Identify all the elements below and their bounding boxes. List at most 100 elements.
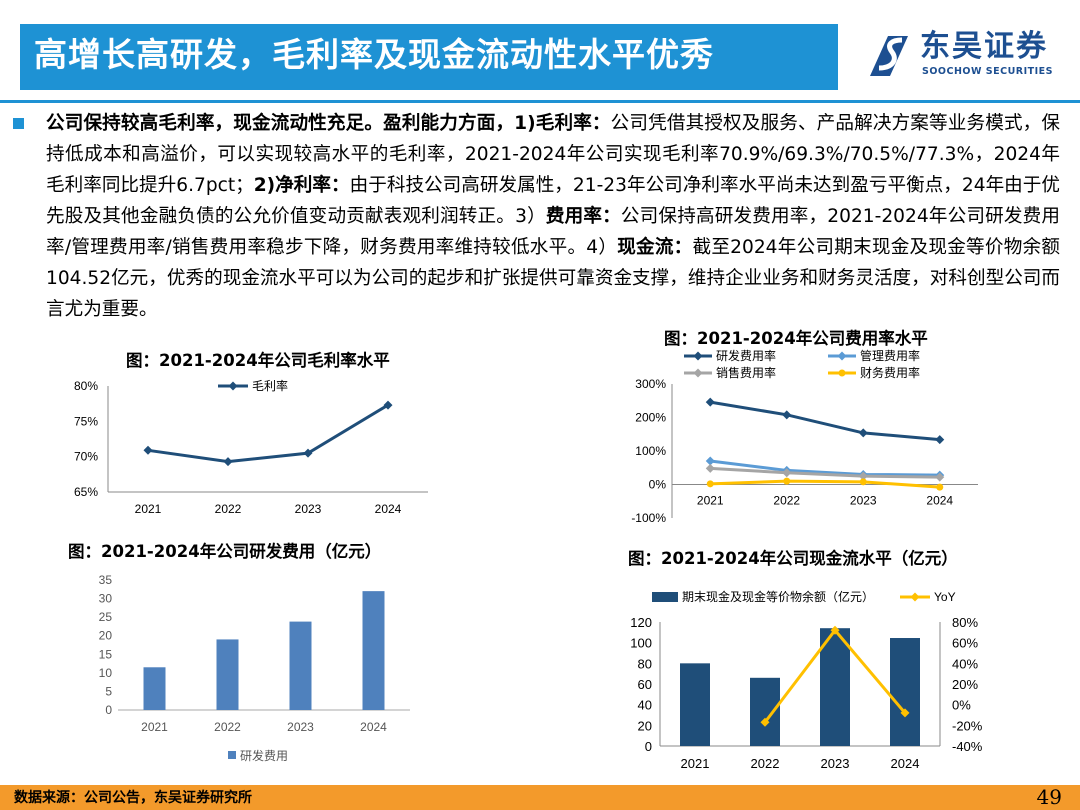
rnd-expense-chart: 0 5 10 15 20 25 30 35 2021 2022 2023 2024 研发费用	[99, 573, 410, 763]
header-rule	[0, 100, 1080, 103]
data-point	[706, 480, 714, 488]
x-tick-label: 2021	[697, 494, 724, 508]
bar	[216, 639, 239, 710]
legend-label: 期末现金及现金等价物余额（亿元）	[682, 589, 874, 604]
y-tick-label: -100%	[631, 511, 666, 525]
x-tick-label: 2023	[295, 502, 322, 516]
legend-swatch	[652, 592, 678, 602]
y2-tick-label: -40%	[952, 739, 983, 754]
page-title: 高增长高研发，毛利率及现金流动性水平优秀	[34, 35, 714, 74]
y-tick-label: 20	[99, 629, 113, 643]
legend-marker	[838, 369, 846, 377]
x-tick-label: 2024	[360, 720, 387, 734]
data-point	[705, 463, 715, 473]
y-tick-label: 10	[99, 666, 113, 680]
para-s7: 现金流：	[617, 237, 693, 258]
data-point	[783, 477, 791, 485]
data-point-yoy	[900, 708, 910, 718]
bar	[289, 621, 312, 710]
company-logo: 东吴证券 SOOCHOW SECURITIES	[862, 28, 1062, 84]
y-tick-label: 20	[638, 718, 652, 733]
y-tick-label: 30	[99, 592, 113, 606]
y-tick-label: 15	[99, 647, 113, 661]
legend-label: 销售费用率	[716, 365, 776, 380]
data-point	[705, 456, 715, 466]
para-s6: 公司保持高研发费用率，2021-2024年公司研发费用率/管理费用率/销售费用率…	[46, 206, 1060, 258]
data-point	[705, 397, 715, 407]
y-tick-label: 100%	[635, 444, 666, 458]
legend-label: 财务费用率	[860, 365, 920, 380]
bar	[143, 667, 166, 710]
x-tick-label: 2024	[926, 494, 953, 508]
legend-marker	[693, 351, 703, 361]
y-tick-label: 65%	[74, 485, 98, 499]
data-point	[782, 410, 792, 420]
expense-ratio-chart: -100% 0% 100% 200% 300% 2021 2022 2023 2024 研发费用率…	[631, 348, 978, 525]
bar	[820, 628, 850, 746]
x-tick-label: 2024	[891, 756, 920, 771]
y-tick-label: 300%	[635, 377, 666, 391]
data-point	[858, 428, 868, 438]
data-point-gross-margin	[143, 445, 153, 455]
bar	[362, 591, 385, 710]
legend-marker	[228, 381, 238, 391]
legend-label: 管理费用率	[860, 348, 920, 363]
bar	[750, 677, 780, 746]
legend-label: YoY	[934, 590, 956, 604]
logo-text-en: SOOCHOW SECURITIES	[922, 66, 1053, 77]
x-tick-label: 2023	[821, 756, 850, 771]
series-line	[710, 466, 940, 479]
y2-tick-label: -20%	[952, 718, 983, 733]
y2-tick-label: 40%	[952, 656, 978, 671]
legend-label: 研发费用	[240, 748, 288, 763]
title-bar: 高增长高研发，毛利率及现金流动性水平优秀	[20, 24, 838, 90]
data-point	[935, 435, 945, 445]
x-tick-label: 2023	[287, 720, 314, 734]
y2-tick-label: 80%	[952, 615, 978, 630]
legend-marker	[693, 368, 703, 378]
data-point-yoy	[760, 717, 770, 727]
bullet-square-icon	[13, 118, 24, 129]
bar	[890, 638, 920, 746]
y-tick-label: 80	[638, 656, 652, 671]
body-paragraph: 公司保持较高毛利率，现金流动性充足。盈利能力方面，1)毛利率：公司凭借其授权及服…	[46, 108, 1060, 325]
series-line	[710, 400, 940, 442]
x-tick-label: 2022	[215, 502, 242, 516]
para-s3: 2)净利率：	[253, 175, 350, 196]
bar	[680, 663, 710, 746]
legend-label: 研发费用率	[716, 348, 776, 363]
y2-tick-label: 60%	[952, 636, 978, 651]
series-line	[710, 459, 940, 477]
y-tick-label: 35	[99, 573, 113, 587]
legend-marker	[837, 351, 847, 361]
data-point-yoy	[830, 625, 840, 635]
series-line	[710, 479, 940, 489]
data-point-gross-margin	[303, 448, 313, 458]
chart1-title: 图：2021-2024年公司毛利率水平	[126, 351, 390, 370]
para-s8: 截至2024年公司期末现金及现金等价物余额104.52亿元，优秀的现金流水平可以…	[46, 237, 1060, 320]
chart2-title: 图：2021-2024年公司费用率水平	[664, 329, 928, 348]
logo-text-cn: 东吴证券	[920, 29, 1048, 64]
y-tick-label: 0%	[649, 478, 667, 492]
x-tick-label: 2022	[773, 494, 800, 508]
y2-tick-label: 0%	[952, 698, 971, 713]
data-point	[858, 471, 868, 481]
para-s5: 费用率：	[545, 206, 621, 227]
data-point	[782, 468, 792, 478]
logo-icon	[870, 36, 908, 76]
x-tick-label: 2021	[141, 720, 168, 734]
data-point	[936, 483, 944, 491]
y-tick-label: 120	[630, 615, 652, 630]
data-point	[859, 478, 867, 486]
y-tick-label: 70%	[74, 450, 98, 464]
x-tick-label: 2022	[214, 720, 241, 734]
x-tick-label: 2021	[135, 502, 162, 516]
x-tick-label: 2024	[375, 502, 402, 516]
y-tick-label: 40	[638, 698, 652, 713]
y-tick-label: 5	[105, 684, 112, 698]
page-number: 49	[1036, 785, 1062, 809]
x-tick-label: 2023	[850, 494, 877, 508]
chart3-title: 图：2021-2024年公司研发费用（亿元）	[68, 542, 382, 561]
y-tick-label: 100	[630, 636, 652, 651]
gross-margin-chart: 65% 70% 75% 80% 2021 2022 2023 2024 毛利率	[74, 378, 428, 516]
